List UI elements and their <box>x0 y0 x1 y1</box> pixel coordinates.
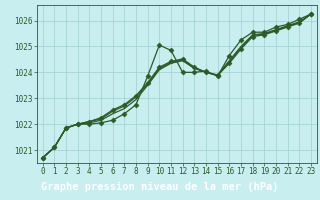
Text: Graphe pression niveau de la mer (hPa): Graphe pression niveau de la mer (hPa) <box>41 182 279 192</box>
